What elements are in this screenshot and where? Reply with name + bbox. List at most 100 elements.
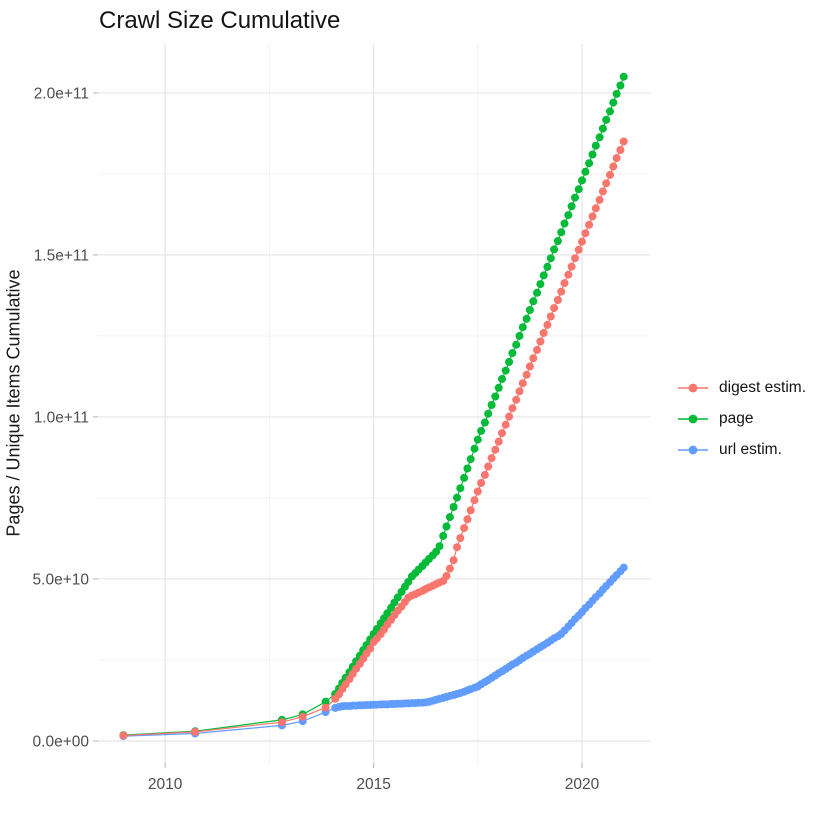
data-point xyxy=(609,162,618,171)
y-tick-label: 5.0e+10 xyxy=(33,571,90,588)
data-point xyxy=(567,262,576,271)
data-point xyxy=(119,731,128,740)
data-point xyxy=(574,245,583,254)
data-point xyxy=(321,697,330,706)
data-point xyxy=(539,329,548,337)
data-point xyxy=(574,185,583,194)
data-point xyxy=(585,159,594,168)
data-point xyxy=(546,254,555,263)
data-point xyxy=(591,141,600,150)
data-point xyxy=(612,89,621,98)
data-point xyxy=(498,375,506,383)
data-point xyxy=(501,366,510,375)
y-tick-label: 2.0e+11 xyxy=(34,85,89,102)
data-point xyxy=(321,703,330,712)
data-point xyxy=(445,564,454,573)
data-point xyxy=(470,496,479,505)
data-point xyxy=(477,479,486,487)
data-point xyxy=(466,506,475,515)
data-point xyxy=(487,454,496,463)
data-point xyxy=(191,727,200,736)
data-point xyxy=(581,229,590,238)
data-point xyxy=(588,212,597,221)
legend-item-digest-estim: digest estim. xyxy=(676,377,806,399)
data-point xyxy=(612,154,621,163)
data-point xyxy=(445,513,454,522)
data-point xyxy=(598,187,607,196)
data-point xyxy=(606,107,614,116)
y-tick-label: 1.5e+11 xyxy=(34,247,89,264)
data-point xyxy=(512,395,521,404)
data-point xyxy=(522,370,531,379)
data-point xyxy=(484,462,493,471)
data-point xyxy=(591,204,600,213)
legend-key-page-icon xyxy=(678,414,708,424)
data-point xyxy=(609,98,618,107)
data-point xyxy=(463,515,472,524)
data-point xyxy=(578,176,586,185)
data-point xyxy=(522,314,531,323)
data-point xyxy=(525,306,534,314)
data-point xyxy=(460,524,469,533)
legend: digest estim. page url estim. xyxy=(676,377,806,461)
data-point xyxy=(494,437,503,446)
x-tick-label: 2015 xyxy=(356,776,390,793)
data-point xyxy=(602,179,611,188)
data-point xyxy=(298,712,307,721)
legend-item-url-estim: url estim. xyxy=(676,439,806,461)
data-point xyxy=(560,279,569,288)
data-point xyxy=(449,556,458,565)
data-point xyxy=(543,320,552,329)
data-point xyxy=(505,357,514,366)
legend-item-page: page xyxy=(676,408,806,430)
data-point xyxy=(585,220,594,229)
data-point xyxy=(466,455,475,464)
data-point xyxy=(494,383,503,392)
data-point xyxy=(480,418,489,427)
data-point xyxy=(508,404,517,413)
data-point xyxy=(564,270,573,279)
data-point xyxy=(598,124,607,133)
data-point xyxy=(546,312,555,321)
data-point xyxy=(487,401,496,409)
data-point xyxy=(498,429,506,438)
data-point xyxy=(442,522,451,531)
data-point xyxy=(453,543,461,552)
data-point xyxy=(616,146,625,154)
data-point xyxy=(571,254,579,263)
legend-label-page: page xyxy=(719,410,754,427)
data-point xyxy=(588,150,597,159)
data-point xyxy=(473,487,482,496)
data-point xyxy=(515,331,524,340)
data-point xyxy=(536,337,545,346)
data-point xyxy=(567,202,576,211)
data-point xyxy=(277,718,286,727)
data-point xyxy=(480,470,489,479)
data-point xyxy=(456,484,465,493)
legend-key-digest-estim-icon xyxy=(678,383,708,393)
x-tick-label: 2020 xyxy=(565,776,600,793)
data-point xyxy=(449,503,458,511)
x-tick-label: 2010 xyxy=(148,776,183,793)
data-point xyxy=(553,237,562,245)
data-point xyxy=(473,435,482,444)
chart-title: Crawl Size Cumulative xyxy=(99,7,341,34)
data-point xyxy=(518,379,527,388)
legend-key-url-estim-icon xyxy=(678,445,708,455)
data-point xyxy=(619,72,628,81)
data-point xyxy=(491,392,500,401)
legend-label-url-estim: url estim. xyxy=(719,441,782,458)
data-point xyxy=(501,420,510,429)
data-point xyxy=(439,531,448,540)
data-point xyxy=(491,445,500,454)
data-point xyxy=(539,271,548,280)
data-point xyxy=(595,195,604,204)
data-point xyxy=(619,563,628,572)
data-point xyxy=(543,262,552,271)
data-point xyxy=(550,304,559,313)
data-point xyxy=(557,228,566,237)
data-point xyxy=(515,387,524,396)
data-point xyxy=(512,340,521,349)
data-point xyxy=(536,280,545,289)
